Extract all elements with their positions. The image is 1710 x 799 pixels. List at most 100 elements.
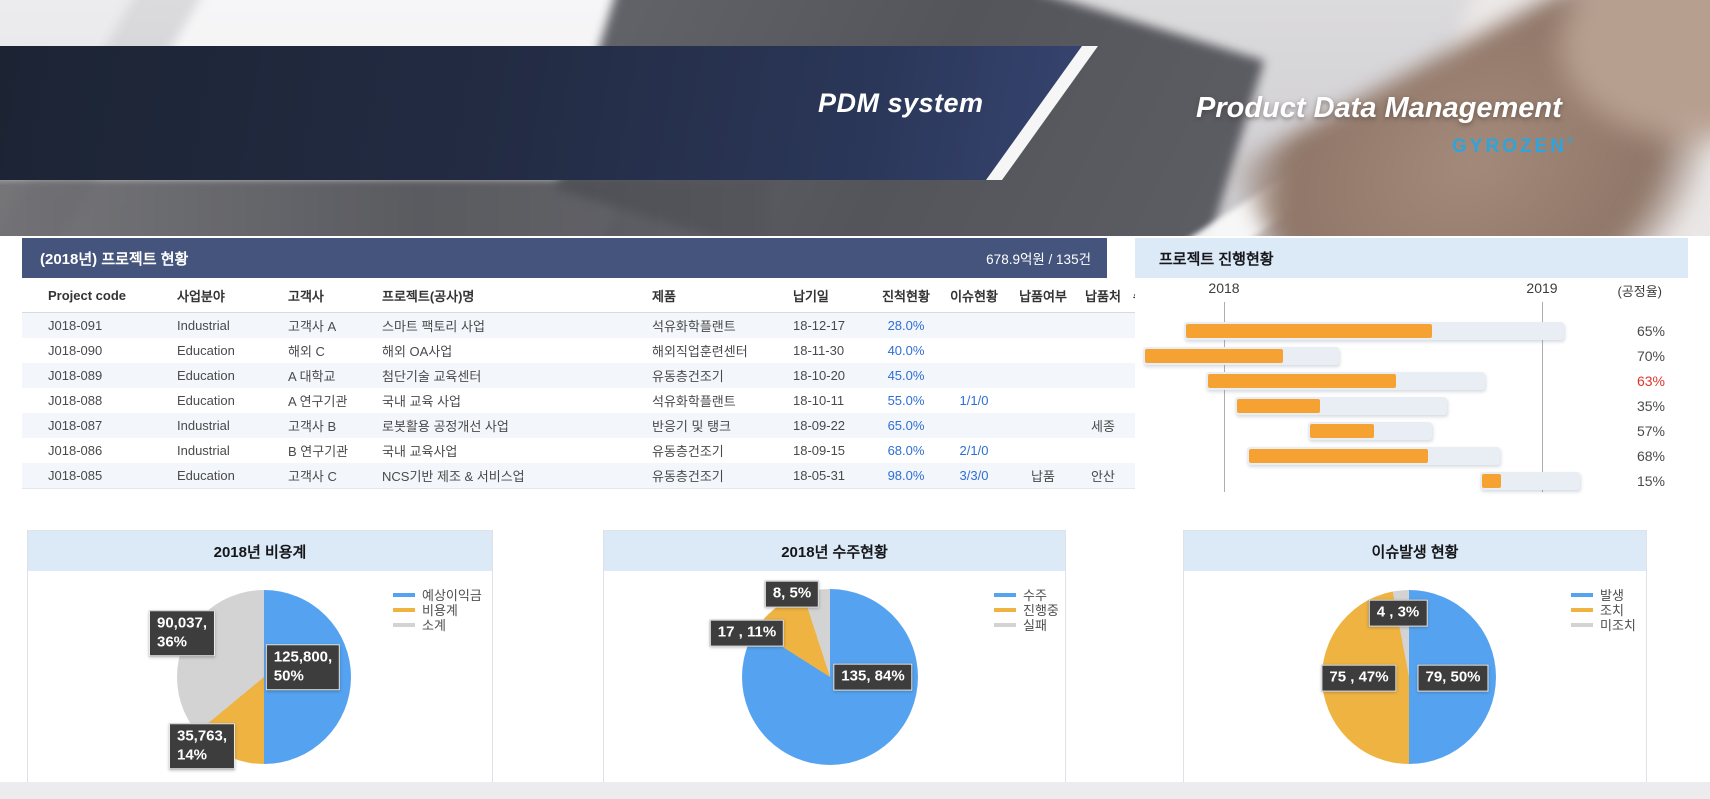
column-header: 납품처: [1074, 278, 1132, 313]
gantt-track: [1184, 322, 1564, 340]
legend-item: 예상이익금: [393, 587, 482, 603]
cell: 18-09-15: [793, 443, 846, 458]
gantt-track: [1308, 422, 1432, 440]
gantt-percent-label: 57%: [1636, 423, 1665, 439]
legend-label: 비용계: [422, 603, 458, 618]
gantt-axis-end: 2019: [1526, 280, 1558, 296]
cost-pie-panel: 2018년 비용계 예상이익금 비용계 소계 125,800, 50% 35,763, 14…: [27, 530, 493, 784]
cell: Industrial: [177, 318, 230, 333]
cell: J018-085: [48, 468, 103, 483]
table-row[interactable]: J018-085 Education 고객사 C NCS기반 제조 & 서비스업 유동층…: [22, 463, 1195, 489]
cell: 로봇활용 공정개선 사업: [382, 419, 509, 434]
legend-marker: [393, 622, 415, 627]
pie-data-label: 75 , 47%: [1321, 664, 1397, 692]
column-header: 제품: [630, 278, 773, 313]
panel-title: 프로젝트 진행현황: [1159, 250, 1274, 268]
panel-title: (2018년) 프로젝트 현황: [40, 250, 189, 268]
cell: 석유화학플랜트: [652, 319, 736, 334]
cell: [1012, 363, 1074, 388]
cell: 세종: [1091, 419, 1115, 434]
cell: 해외 C: [288, 344, 325, 359]
cell: 40.0%: [887, 343, 925, 358]
cell: 안산: [1091, 469, 1115, 484]
pie-data-label: 8, 5%: [764, 580, 820, 608]
legend-item: 소계: [393, 617, 482, 633]
cell: [1074, 363, 1132, 388]
pie-data-label: 4 , 3%: [1368, 599, 1428, 627]
table-row[interactable]: J018-090 Education 해외 C 해외 OA사업 해외직업훈련센터 18-1…: [22, 338, 1195, 363]
banner: PDM system Product Data Management GYROZ…: [0, 0, 1710, 236]
table-row[interactable]: J018-089 Education A 대학교 첨단기술 교육센터 유동층건조기 18-…: [22, 363, 1195, 388]
gantt-gridline-start: [1224, 302, 1225, 492]
pie-body: 수주 진행중 실패 135, 84% 17 , 11% 8, 5%: [604, 531, 1065, 783]
table-row[interactable]: J018-088 Education A 연구기관 국내 교육 사업 석유화학플랜트 18…: [22, 388, 1195, 413]
column-header: 프로젝트(공사)명: [360, 278, 630, 313]
orders-pie-panel: 2018년 수주현황 수주 진행중 실패 135, 84% 17 , 11% 8, 5%: [603, 530, 1066, 784]
cell: J018-089: [48, 368, 103, 383]
pie-data-label: 90,037, 36%: [148, 610, 216, 656]
table-row[interactable]: J018-091 Industrial 고객사 A 스마트 팩토리 사업 석유화학플랜트…: [22, 312, 1195, 339]
cell: 3/3/0: [959, 468, 989, 483]
legend-label: 미조치: [1600, 618, 1636, 633]
cell: 석유화학플랜트: [652, 394, 736, 409]
cell: 2/1/0: [959, 443, 989, 458]
panel-title: 2018년 비용계: [28, 531, 492, 571]
cell: Education: [177, 393, 235, 408]
registered-mark: ®: [1566, 136, 1576, 145]
cell: 고객사 B: [288, 419, 337, 434]
legend-label: 수주: [1023, 588, 1047, 603]
gantt-bar-fill: [1249, 449, 1428, 463]
gantt-bar-fill: [1237, 399, 1320, 413]
legend-label: 발생: [1600, 588, 1624, 603]
project-table-body: J018-091 Industrial 고객사 A 스마트 팩토리 사업 석유화학플랜트…: [22, 312, 1195, 489]
app-title: PDM system: [818, 88, 984, 118]
cell: [1074, 313, 1132, 339]
cell: [936, 313, 1012, 339]
table-row[interactable]: J018-087 Industrial 고객사 B 로봇활용 공정개선 사업 반응기 및…: [22, 413, 1195, 438]
gantt-gridline-end: [1542, 302, 1543, 492]
gantt-track: [1247, 447, 1500, 465]
cell: [1074, 338, 1132, 363]
gantt-axis-start: 2018: [1208, 280, 1240, 296]
pie-body: 예상이익금 비용계 소계 125,800, 50% 35,763, 14% 90,037, 36…: [28, 531, 492, 783]
column-header: 진척현황: [876, 278, 936, 313]
gantt-track: [1206, 372, 1485, 390]
cell: [1012, 438, 1074, 463]
gantt-percent-label: 68%: [1636, 448, 1665, 464]
cell: Education: [177, 368, 235, 383]
cell: 국내 교육 사업: [382, 394, 461, 409]
cell: Education: [177, 343, 235, 358]
column-header: Project code: [22, 278, 156, 313]
banner-band: [0, 46, 1082, 180]
cell: J018-087: [48, 418, 103, 433]
cell: 국내 교육사업: [382, 444, 458, 459]
cell: [1012, 313, 1074, 339]
legend-item: 조치: [1571, 602, 1636, 618]
cell: J018-090: [48, 343, 103, 358]
cell: 45.0%: [887, 368, 925, 383]
cell: [1074, 388, 1132, 413]
app-subtitle: Product Data Management: [1196, 92, 1562, 124]
gantt-bar-fill: [1208, 374, 1396, 388]
gantt-track: [1235, 397, 1447, 415]
cell: Industrial: [177, 418, 230, 433]
cell: 반응기 및 탱크: [652, 419, 731, 434]
cell: J018-091: [48, 318, 103, 333]
legend-item: 비용계: [393, 602, 482, 618]
gantt-bar-fill: [1310, 424, 1374, 438]
banner-photo-shadow: [0, 178, 770, 236]
cell: 1/1/0: [959, 393, 989, 408]
issues-pie-panel: 이슈발생 현황 발생 조치 미조치 79, 50% 75 , 47% 4 , 3%: [1183, 530, 1647, 784]
column-header: 사업분야: [156, 278, 267, 313]
legend-item: 진행중: [994, 602, 1059, 618]
legend-marker: [393, 607, 415, 612]
cell: [1074, 438, 1132, 463]
legend-item: 실패: [994, 617, 1059, 633]
column-header: 이슈현황: [936, 278, 1012, 313]
cell: 55.0%: [887, 393, 925, 408]
table-row[interactable]: J018-086 Industrial B 연구기관 국내 교육사업 유동층건조기 18-…: [22, 438, 1195, 463]
cell: 고객사 C: [288, 469, 337, 484]
gantt-percent-label: 65%: [1636, 323, 1665, 339]
column-header: 납기일: [773, 278, 876, 313]
legend-label: 조치: [1600, 603, 1624, 618]
